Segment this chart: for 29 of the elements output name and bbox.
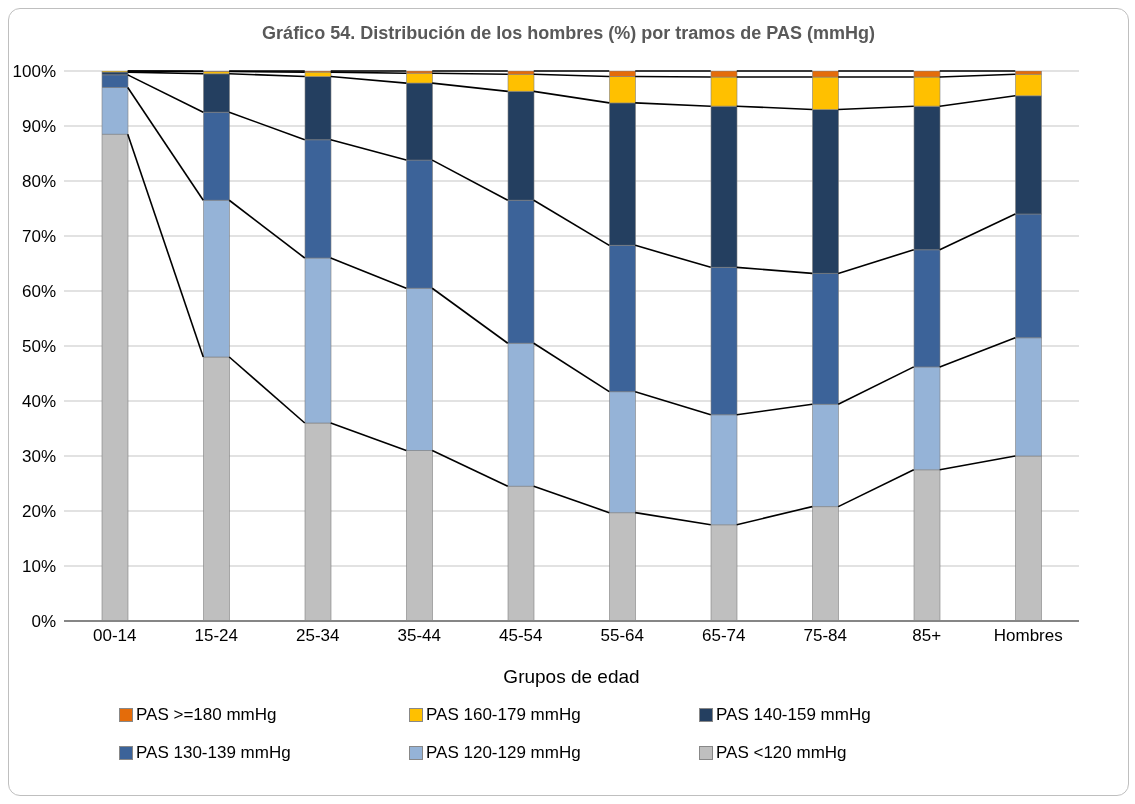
y-tick-label: 60%	[21, 282, 56, 302]
x-tick-label: 45-54	[499, 626, 543, 646]
x-axis-title: Grupos de edad	[503, 666, 640, 687]
y-tick-label: 30%	[21, 447, 56, 467]
y-tick-label: 10%	[21, 557, 56, 577]
legend-label: PAS 160-179 mmHg	[426, 705, 581, 725]
x-tick-label: 00-14	[93, 626, 137, 646]
legend-label: PAS 140-159 mmHg	[716, 705, 871, 725]
legend-label: PAS <120 mmHg	[716, 743, 847, 763]
y-tick-label: 80%	[21, 172, 56, 192]
x-tick-label: 65-74	[702, 626, 746, 646]
y-tick-label: 100%	[12, 62, 56, 82]
x-tick-label: 55-64	[600, 626, 644, 646]
x-tick-label: 85+	[912, 626, 942, 646]
x-tick-label: 75-84	[803, 626, 847, 646]
y-tick-label: 90%	[21, 117, 56, 137]
x-tick-label: 25-34	[296, 626, 340, 646]
x-tick-label: Hombres	[993, 626, 1063, 646]
y-tick-label: 20%	[21, 502, 56, 522]
chart-title: Gráfico 54. Distribución de los hombres (%) por tramos de PAS (mmHg)	[261, 22, 876, 45]
y-tick-label: 0%	[31, 612, 56, 632]
legend-label: PAS >=180 mmHg	[136, 705, 277, 725]
y-tick-label: 40%	[21, 392, 56, 412]
legend-label: PAS 120-129 mmHg	[426, 743, 581, 763]
x-tick-label: 35-44	[397, 626, 441, 646]
y-tick-label: 70%	[21, 227, 56, 247]
y-tick-label: 50%	[21, 337, 56, 357]
legend-label: PAS 130-139 mmHg	[136, 743, 291, 763]
x-tick-label: 15-24	[194, 626, 238, 646]
